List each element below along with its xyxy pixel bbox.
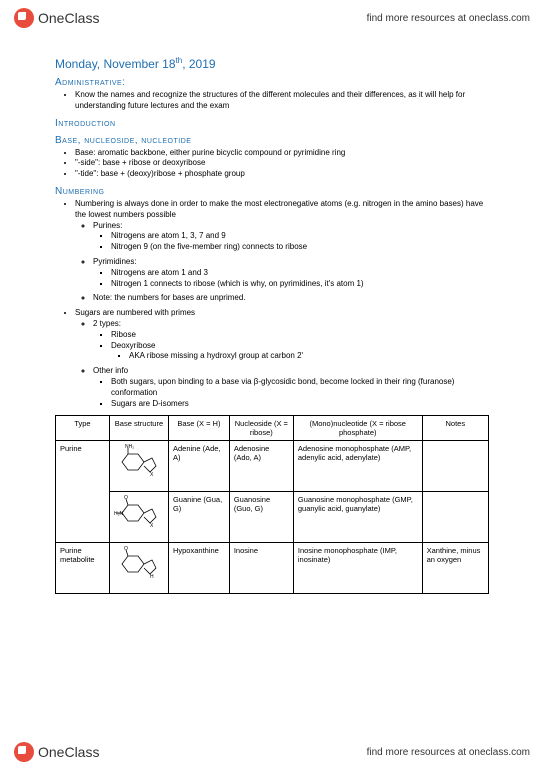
list-item: Pyrimidines: Nitrogens are atom 1 and 3 …: [93, 257, 489, 289]
svg-text:NH₂: NH₂: [125, 444, 134, 450]
cell-nucleoside: Guanosine (Guo, G): [229, 492, 293, 543]
col-base: Base (X = H): [168, 416, 229, 441]
cell-notes: [422, 441, 488, 492]
cell-nucleotide: Inosine monophosphate (IMP, inosinate): [293, 543, 422, 594]
logo: OneClass: [14, 8, 99, 28]
adenine-structure-icon: NH₂ X: [114, 444, 164, 486]
cell-notes: Xanthine, minus an oxygen: [422, 543, 488, 594]
admin-heading: Administrative:: [55, 77, 489, 88]
header-bar: OneClass find more resources at oneclass…: [0, 0, 544, 36]
numbering-heading: Numbering: [55, 186, 489, 197]
col-type: Type: [56, 416, 110, 441]
table-row: Purine NH₂ X Adenine (Ade, A) Adenosine …: [56, 441, 489, 492]
table-row: Purine metabolite O H Hypoxanthine Inosi…: [56, 543, 489, 594]
base-table: Type Base structure Base (X = H) Nucleos…: [55, 415, 489, 594]
svg-text:O: O: [124, 495, 128, 501]
list-item: "-side": base + ribose or deoxyribose: [75, 158, 489, 169]
list-item: AKA ribose missing a hydroxyl group at c…: [129, 351, 489, 362]
base-heading: Base, nucleoside, nucleotide: [55, 135, 489, 146]
list-item: 2 types: Ribose Deoxyribose AKA ribose m…: [93, 319, 489, 362]
cell-base: Adenine (Ade, A): [168, 441, 229, 492]
cell-nucleoside: Inosine: [229, 543, 293, 594]
table-header-row: Type Base structure Base (X = H) Nucleos…: [56, 416, 489, 441]
list-item: Sugars are numbered with primes 2 types:…: [75, 308, 489, 409]
col-structure: Base structure: [109, 416, 168, 441]
list-item: Nitrogens are atom 1, 3, 7 and 9: [111, 231, 489, 242]
list-item: Both sugars, upon binding to a base via …: [111, 377, 489, 399]
cell-nucleoside: Adenosine (Ado, A): [229, 441, 293, 492]
cell-type: Purine: [56, 441, 110, 543]
list-item: Know the names and recognize the structu…: [75, 90, 489, 112]
list-item: Base: aromatic backbone, either purine b…: [75, 148, 489, 159]
list-item: Purines: Nitrogens are atom 1, 3, 7 and …: [93, 221, 489, 253]
svg-text:O: O: [124, 546, 128, 552]
logo-text: OneClass: [38, 10, 99, 26]
cell-nucleotide: Guanosine monophosphate (GMP, guanylic a…: [293, 492, 422, 543]
svg-text:X: X: [150, 472, 154, 478]
date-heading: Monday, November 18th, 2019: [55, 56, 489, 71]
list-item: "-tide": base + (deoxy)ribose + phosphat…: [75, 169, 489, 180]
list-item: Sugars are D-isomers: [111, 399, 489, 410]
list-item: Nitrogens are atom 1 and 3: [111, 268, 489, 279]
page-content: Monday, November 18th, 2019 Administrati…: [0, 36, 544, 634]
date-year: , 2019: [182, 57, 215, 71]
svg-text:H: H: [150, 574, 154, 580]
table-row: H₂N O X Guanine (Gua, G) Guanosine (Guo,…: [56, 492, 489, 543]
header-tagline: find more resources at oneclass.com: [367, 13, 530, 24]
footer-tagline: find more resources at oneclass.com: [367, 747, 530, 758]
col-nucleotide: (Mono)nucleotide (X = ribose phosphate): [293, 416, 422, 441]
svg-text:H₂N: H₂N: [114, 511, 124, 517]
svg-text:X: X: [150, 523, 154, 529]
list-item: Other info Both sugars, upon binding to …: [93, 366, 489, 409]
admin-list: Know the names and recognize the structu…: [55, 90, 489, 112]
cell-base: Hypoxanthine: [168, 543, 229, 594]
cell-structure: H₂N O X: [109, 492, 168, 543]
hypoxanthine-structure-icon: O H: [114, 546, 164, 588]
footer-logo-text: OneClass: [38, 744, 99, 760]
date-main: Monday, November 18: [55, 57, 176, 71]
cell-type: Purine metabolite: [56, 543, 110, 594]
logo-icon: [14, 8, 34, 28]
footer-bar: OneClass find more resources at oneclass…: [0, 734, 544, 770]
footer-logo: OneClass: [14, 742, 99, 762]
list-item: Deoxyribose AKA ribose missing a hydroxy…: [111, 341, 489, 363]
cell-base: Guanine (Gua, G): [168, 492, 229, 543]
numbering-list: Numbering is always done in order to mak…: [55, 199, 489, 409]
base-list: Base: aromatic backbone, either purine b…: [55, 148, 489, 180]
cell-structure: NH₂ X: [109, 441, 168, 492]
guanine-structure-icon: H₂N O X: [114, 495, 164, 537]
list-item: Nitrogen 1 connects to ribose (which is …: [111, 279, 489, 290]
list-item: Numbering is always done in order to mak…: [75, 199, 489, 304]
cell-structure: O H: [109, 543, 168, 594]
list-item: Note: the numbers for bases are unprimed…: [93, 293, 489, 304]
col-nucleoside: Nucleoside (X = ribose): [229, 416, 293, 441]
cell-nucleotide: Adenosine monophosphate (AMP, adenylic a…: [293, 441, 422, 492]
logo-icon: [14, 742, 34, 762]
intro-heading: Introduction: [55, 118, 489, 129]
col-notes: Notes: [422, 416, 488, 441]
list-item: Ribose: [111, 330, 489, 341]
cell-notes: [422, 492, 488, 543]
list-item: Nitrogen 9 (on the five-member ring) con…: [111, 242, 489, 253]
